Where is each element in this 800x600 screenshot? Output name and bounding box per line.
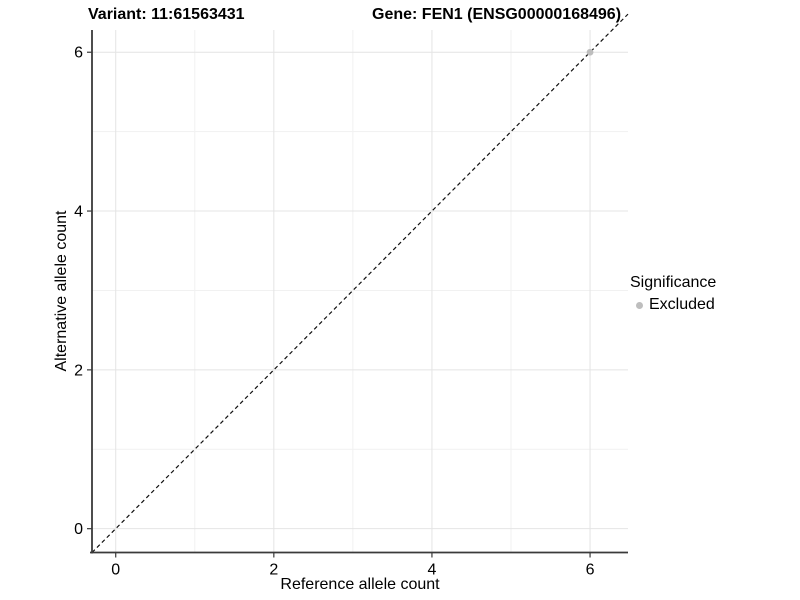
y-axis-title: Alternative allele count (53, 210, 70, 372)
plot-title-gene: Gene: FEN1 (ENSG00000168496) (372, 6, 622, 23)
x-axis-title: Reference allele count (280, 576, 440, 593)
legend-item-excluded: Excluded (628, 296, 716, 314)
x-tick-label: 2 (269, 562, 278, 579)
legend-item-label: Excluded (649, 296, 715, 313)
y-tick-label: 6 (74, 45, 83, 62)
plot-title-variant: Variant: 11:61563431 (88, 6, 245, 23)
x-tick-label: 6 (586, 562, 595, 579)
y-tick-label: 2 (74, 362, 83, 379)
legend: Significance Excluded (628, 274, 716, 314)
y-tick-label: 0 (74, 521, 83, 538)
y-tick-label: 4 (74, 204, 83, 221)
x-tick-label: 0 (111, 562, 120, 579)
identity-line (91, 13, 629, 553)
data-point (586, 48, 594, 56)
x-tick-label: 4 (427, 562, 436, 579)
legend-point-icon (636, 301, 643, 309)
legend-title: Significance (630, 274, 717, 291)
